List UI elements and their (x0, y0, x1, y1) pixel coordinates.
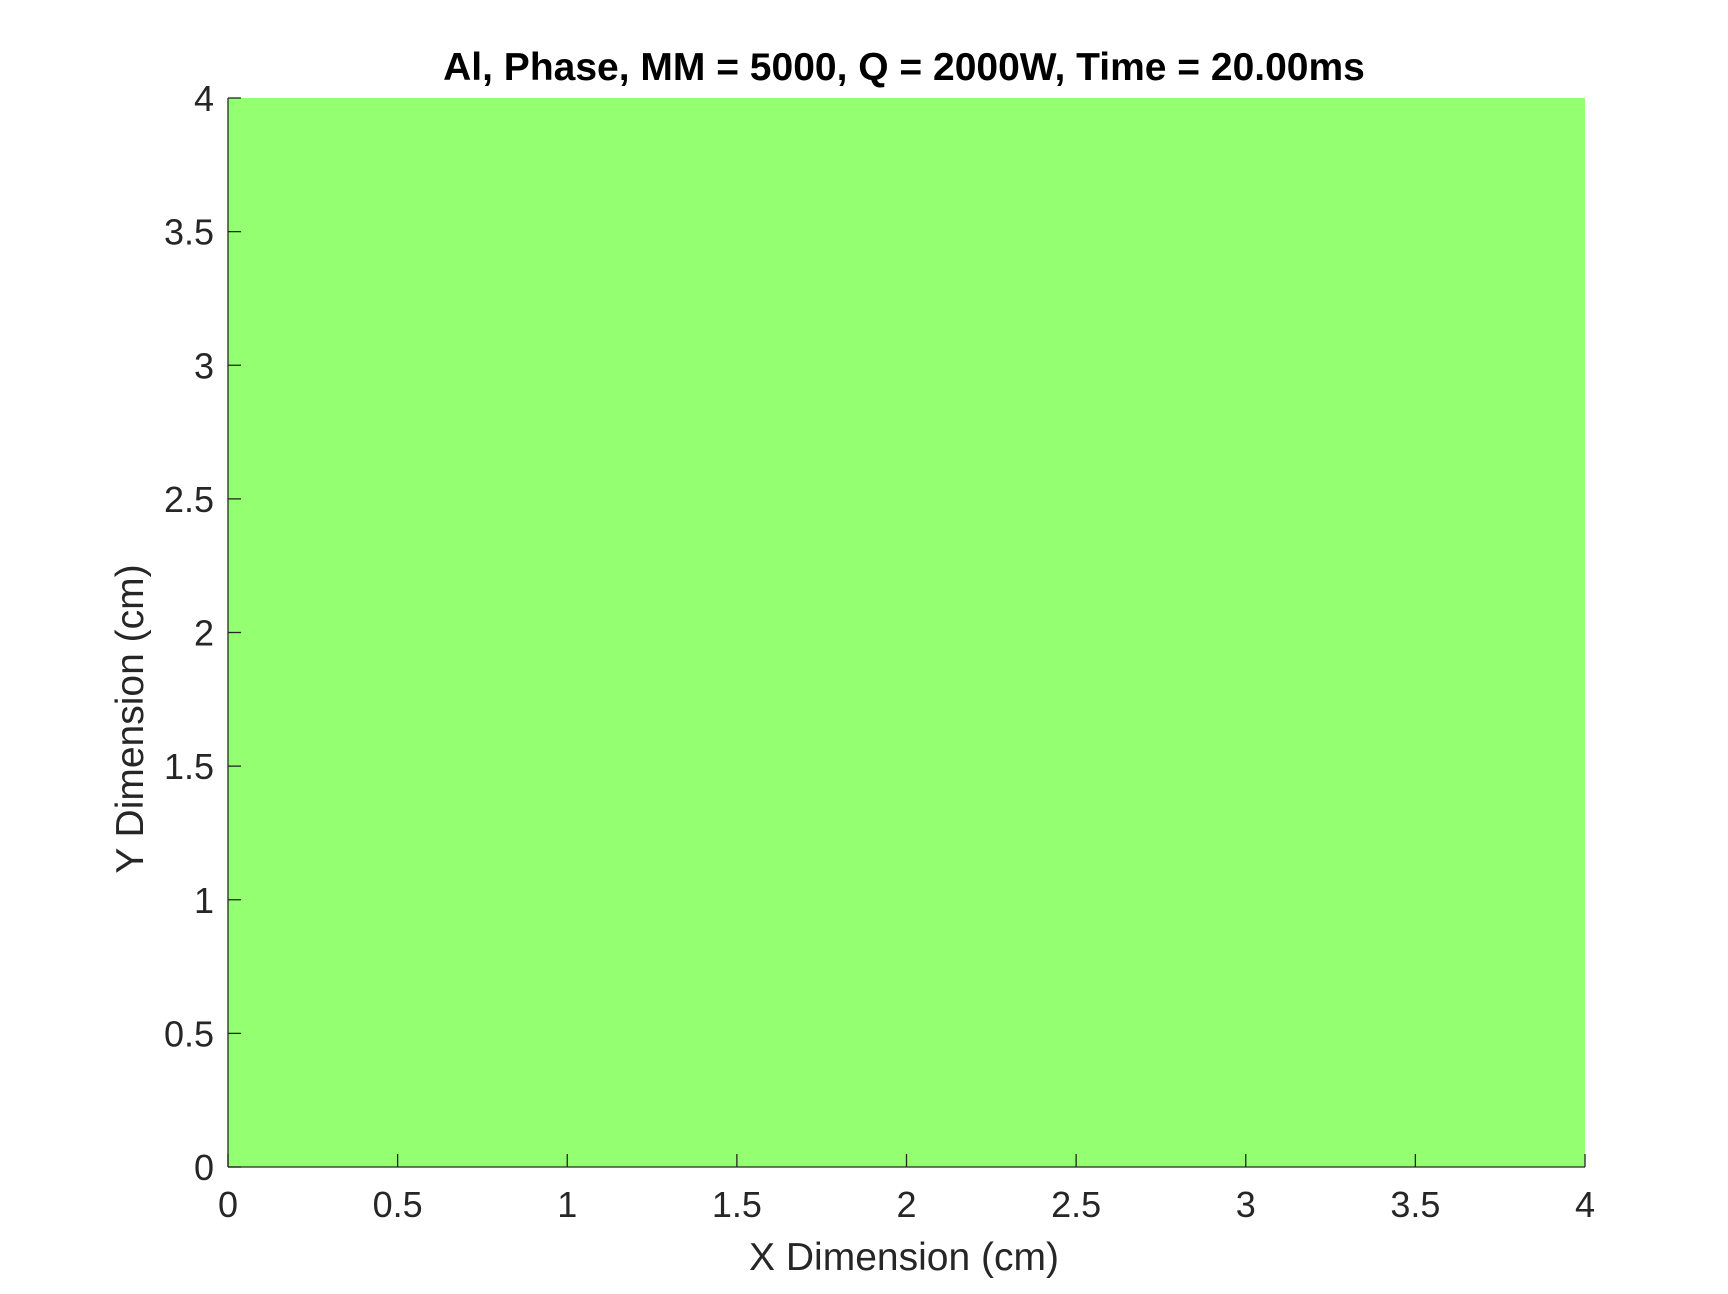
phase-region (228, 98, 1585, 1167)
y-tick-label: 1.5 (164, 746, 214, 787)
y-tick-label: 3.5 (164, 212, 214, 253)
x-tick-label: 3 (1236, 1184, 1256, 1225)
x-tick-label: 4 (1575, 1184, 1595, 1225)
y-tick-label: 1 (194, 880, 214, 921)
chart-title: Al, Phase, MM = 5000, Q = 2000W, Time = … (443, 46, 1365, 89)
y-axis-label: Y Dimension (cm) (109, 564, 152, 873)
x-tick-label: 2.5 (1051, 1184, 1101, 1225)
x-tick-label: 0 (218, 1184, 238, 1225)
y-tick-label: 2.5 (164, 479, 214, 520)
y-tick-label: 0 (194, 1147, 214, 1188)
y-axis-ticks: 0 0.5 1 1.5 2 2.5 3 3.5 4 (164, 78, 241, 1188)
x-axis-ticks: 0 0.5 1 1.5 2 2.5 3 3.5 4 (218, 1154, 1595, 1225)
y-tick-label: 4 (194, 78, 214, 119)
y-tick-label: 3 (194, 345, 214, 386)
y-tick-label: 2 (194, 613, 214, 654)
x-tick-label: 2 (896, 1184, 916, 1225)
y-tick-label: 0.5 (164, 1013, 214, 1054)
x-tick-label: 1 (557, 1184, 577, 1225)
x-tick-label: 0.5 (373, 1184, 423, 1225)
plot-area (228, 98, 1585, 1167)
x-tick-label: 1.5 (712, 1184, 762, 1225)
x-tick-label: 3.5 (1390, 1184, 1440, 1225)
x-axis-label: X Dimension (cm) (749, 1236, 1059, 1279)
